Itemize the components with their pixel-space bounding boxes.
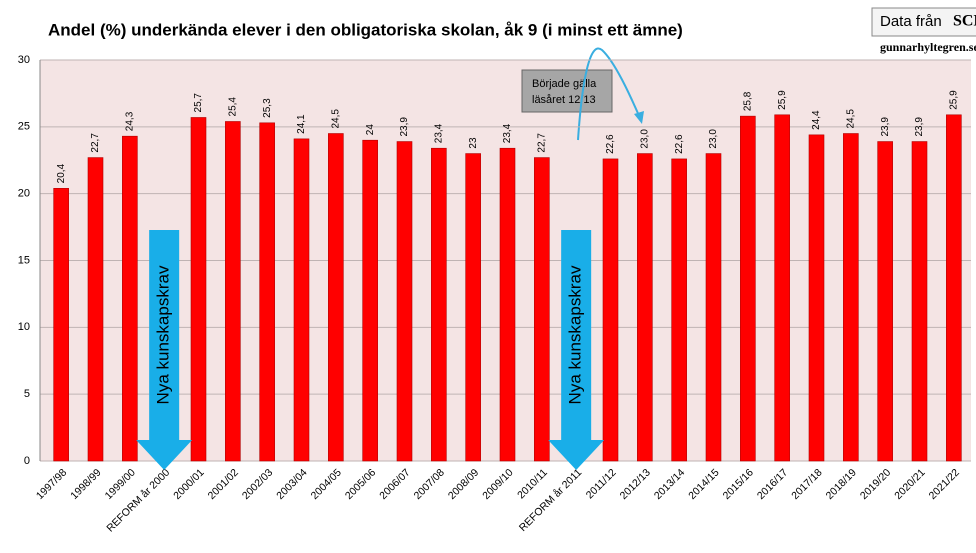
bar bbox=[499, 147, 516, 462]
value-label: 23,9 bbox=[914, 117, 925, 137]
value-label: 25,7 bbox=[193, 93, 204, 113]
value-label: 25,3 bbox=[262, 98, 273, 118]
bar bbox=[637, 153, 653, 462]
value-label: 23,0 bbox=[708, 129, 719, 149]
reform-arrow bbox=[548, 230, 605, 470]
value-label: 24 bbox=[365, 124, 376, 136]
bar bbox=[534, 157, 550, 462]
value-label: 25,4 bbox=[227, 97, 238, 117]
bar bbox=[362, 139, 378, 462]
callout-box bbox=[521, 69, 613, 113]
y-tick-label: 5 bbox=[24, 388, 30, 400]
bar bbox=[259, 122, 275, 462]
reform-arrow bbox=[136, 230, 193, 470]
y-tick-label: 30 bbox=[18, 54, 30, 66]
value-label: 24,1 bbox=[296, 114, 307, 134]
value-label: 24,5 bbox=[330, 109, 341, 129]
bar bbox=[911, 141, 928, 462]
bar bbox=[87, 157, 104, 462]
y-tick-label: 10 bbox=[18, 321, 30, 333]
value-label: 24,3 bbox=[124, 111, 135, 131]
value-label: 22,6 bbox=[605, 134, 616, 154]
source-box bbox=[871, 7, 976, 37]
chart-title: Andel (%) underkända elever i den obliga… bbox=[48, 20, 683, 39]
value-label: 25,9 bbox=[948, 90, 959, 110]
bar bbox=[740, 115, 756, 462]
bar bbox=[877, 141, 893, 462]
value-label: 20,4 bbox=[56, 163, 67, 183]
bar bbox=[843, 133, 859, 462]
callout-arrow-head bbox=[634, 111, 644, 124]
bar bbox=[431, 147, 447, 462]
bar bbox=[396, 141, 413, 462]
callout-text: Började gälla bbox=[532, 78, 597, 90]
reform-arrow-text: Nya kunskapskrav bbox=[154, 265, 173, 404]
bar bbox=[190, 117, 207, 462]
value-label: 22,7 bbox=[90, 133, 101, 153]
value-label: 24,5 bbox=[845, 109, 856, 129]
reform-arrow-text: Nya kunskapskrav bbox=[566, 265, 585, 404]
value-label: 23,4 bbox=[502, 123, 513, 143]
callout-text: läsåret 12/13 bbox=[532, 94, 596, 106]
value-label: 23,0 bbox=[639, 129, 650, 149]
value-label: 25,8 bbox=[742, 91, 753, 111]
y-tick-label: 0 bbox=[24, 455, 30, 467]
value-label: 23,4 bbox=[433, 123, 444, 143]
callout-arrow bbox=[577, 47, 641, 141]
bar bbox=[293, 138, 310, 462]
website: gunnarhyltegren.se bbox=[880, 40, 976, 54]
value-label: 24,4 bbox=[811, 110, 822, 130]
bar bbox=[946, 114, 962, 462]
bar bbox=[602, 158, 619, 462]
value-label: 23,9 bbox=[399, 117, 410, 137]
source-logo: SCB bbox=[953, 13, 976, 30]
value-label: 22,7 bbox=[536, 133, 547, 153]
bar bbox=[774, 114, 790, 462]
value-label: 23,9 bbox=[880, 117, 891, 137]
bar bbox=[122, 135, 138, 462]
value-label: 23 bbox=[468, 137, 479, 149]
y-tick-label: 25 bbox=[18, 121, 30, 133]
bar bbox=[465, 153, 481, 462]
bar bbox=[53, 188, 69, 462]
bar bbox=[328, 133, 344, 462]
y-tick-label: 20 bbox=[18, 188, 30, 200]
value-label: 22,6 bbox=[674, 134, 685, 154]
bar bbox=[671, 158, 687, 462]
bar bbox=[705, 153, 722, 462]
bar bbox=[808, 134, 825, 462]
bar bbox=[225, 121, 241, 462]
value-label: 25,9 bbox=[777, 90, 788, 110]
source: Data från bbox=[880, 13, 942, 30]
y-tick-label: 15 bbox=[18, 254, 30, 266]
